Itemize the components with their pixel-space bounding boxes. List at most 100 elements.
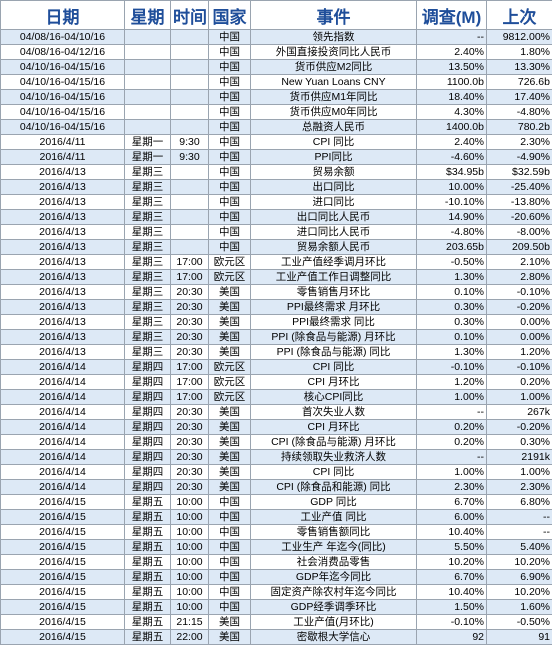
table-row: 04/10/16-04/15/16 中国 New Yuan Loans CNY 110… — [0, 74, 552, 90]
cell-weekday: 星期四 — [124, 449, 171, 465]
table-row: 2016/4/15 星期五 10:00 中国 工业生产 年迄今(同比) 5.50% 5.40… — [0, 539, 552, 555]
cell-time: 10:00 — [170, 599, 209, 615]
cell-date: 2016/4/13 — [0, 164, 125, 180]
cell-country: 中国 — [208, 539, 251, 555]
cell-survey: 0.30% — [416, 299, 487, 315]
cell-prior: 0.30% — [486, 434, 552, 450]
cell-weekday: 星期五 — [124, 509, 171, 525]
cell-time: 17:00 — [170, 359, 209, 375]
cell-date: 2016/4/15 — [0, 629, 125, 645]
cell-event: 进口同比人民币 — [250, 224, 417, 240]
cell-weekday — [124, 59, 171, 75]
cell-prior: 6.80% — [486, 494, 552, 510]
cell-survey: 0.10% — [416, 329, 487, 345]
cell-weekday: 星期四 — [124, 434, 171, 450]
cell-prior: -0.10% — [486, 359, 552, 375]
cell-prior: 6.90% — [486, 569, 552, 585]
cell-survey: -4.80% — [416, 224, 487, 240]
cell-time: 20:30 — [170, 329, 209, 345]
cell-weekday: 星期四 — [124, 374, 171, 390]
cell-country: 中国 — [208, 74, 251, 90]
cell-country: 美国 — [208, 329, 251, 345]
cell-survey: 0.30% — [416, 314, 487, 330]
cell-event: 工业产值 同比 — [250, 509, 417, 525]
cell-time — [170, 59, 209, 75]
cell-country: 中国 — [208, 509, 251, 525]
cell-time: 9:30 — [170, 134, 209, 150]
cell-time — [170, 179, 209, 195]
header-event: 事件 — [250, 0, 417, 30]
table-row: 2016/4/14 星期四 17:00 欧元区 CPI 同比 -0.10% -0.10% — [0, 359, 552, 375]
cell-country: 中国 — [208, 89, 251, 105]
cell-time: 20:30 — [170, 284, 209, 300]
cell-time: 10:00 — [170, 524, 209, 540]
cell-country: 中国 — [208, 584, 251, 600]
cell-date: 2016/4/15 — [0, 569, 125, 585]
cell-date: 04/10/16-04/15/16 — [0, 119, 125, 135]
table-row: 2016/4/14 星期四 17:00 欧元区 核心CPI同比 1.00% 1.00% — [0, 389, 552, 405]
table-row: 2016/4/11 星期一 9:30 中国 PPI同比 -4.60% -4.90% — [0, 149, 552, 165]
cell-weekday: 星期四 — [124, 419, 171, 435]
table-row: 2016/4/14 星期四 20:30 美国 持续领取失业救济人数 -- 2191k — [0, 449, 552, 465]
cell-weekday: 星期五 — [124, 584, 171, 600]
cell-prior: 2.30% — [486, 479, 552, 495]
cell-date: 04/08/16-04/12/16 — [0, 44, 125, 60]
cell-country: 欧元区 — [208, 359, 251, 375]
cell-time — [170, 44, 209, 60]
cell-weekday: 星期五 — [124, 614, 171, 630]
cell-weekday: 星期四 — [124, 389, 171, 405]
header-prior: 上次 — [486, 0, 552, 30]
cell-country: 美国 — [208, 344, 251, 360]
table-row: 2016/4/14 星期四 20:30 美国 CPI (除食品和能源) 同比 2.30% 2… — [0, 479, 552, 495]
cell-time — [170, 104, 209, 120]
cell-weekday: 星期四 — [124, 464, 171, 480]
cell-country: 中国 — [208, 119, 251, 135]
cell-date: 2016/4/14 — [0, 419, 125, 435]
cell-event: 外国直接投资同比人民币 — [250, 44, 417, 60]
cell-survey: 13.50% — [416, 59, 487, 75]
cell-weekday: 星期三 — [124, 329, 171, 345]
cell-weekday: 星期一 — [124, 134, 171, 150]
table-row: 04/08/16-04/10/16 中国 领先指数 -- 9812.00% — [0, 29, 552, 45]
cell-country: 美国 — [208, 284, 251, 300]
cell-prior: -4.90% — [486, 149, 552, 165]
cell-date: 2016/4/13 — [0, 209, 125, 225]
cell-date: 2016/4/15 — [0, 539, 125, 555]
header-weekday: 星期 — [124, 0, 171, 30]
table-row: 2016/4/14 星期四 20:30 美国 CPI (除食品与能源) 月环比 0.20%… — [0, 434, 552, 450]
cell-country: 美国 — [208, 404, 251, 420]
cell-prior: 2191k — [486, 449, 552, 465]
table-row: 04/10/16-04/15/16 中国 总融资人民币 1400.0b 780.2b — [0, 119, 552, 135]
cell-survey: 203.65b — [416, 239, 487, 255]
cell-survey: -- — [416, 449, 487, 465]
cell-date: 2016/4/15 — [0, 509, 125, 525]
cell-time: 10:00 — [170, 569, 209, 585]
cell-time — [170, 239, 209, 255]
cell-prior: 13.30% — [486, 59, 552, 75]
cell-country: 美国 — [208, 419, 251, 435]
cell-event: CPI (除食品与能源) 月环比 — [250, 434, 417, 450]
cell-time — [170, 224, 209, 240]
cell-survey: 0.20% — [416, 419, 487, 435]
cell-prior: -25.40% — [486, 179, 552, 195]
cell-survey: 10.40% — [416, 524, 487, 540]
cell-date: 2016/4/14 — [0, 479, 125, 495]
cell-survey: 1.30% — [416, 344, 487, 360]
cell-date: 2016/4/13 — [0, 329, 125, 345]
cell-survey: 6.70% — [416, 569, 487, 585]
cell-date: 2016/4/14 — [0, 359, 125, 375]
cell-country: 欧元区 — [208, 389, 251, 405]
table-row: 2016/4/14 星期四 17:00 欧元区 CPI 月环比 1.20% 0.20% — [0, 374, 552, 390]
cell-country: 中国 — [208, 29, 251, 45]
cell-country: 中国 — [208, 104, 251, 120]
economic-calendar-table: 日期 星期 时间 国家 事件 调查(M) 上次 04/08/16-04/10/1… — [0, 0, 552, 645]
table-row: 04/08/16-04/12/16 中国 外国直接投资同比人民币 2.40% 1.80% — [0, 44, 552, 60]
cell-prior: 2.30% — [486, 134, 552, 150]
cell-time — [170, 119, 209, 135]
cell-event: 核心CPI同比 — [250, 389, 417, 405]
cell-event: PPI (除食品与能源) 月环比 — [250, 329, 417, 345]
cell-event: 工业产值(月环比) — [250, 614, 417, 630]
table-row: 2016/4/13 星期三 中国 出口同比人民币 14.90% -20.60% — [0, 209, 552, 225]
cell-country: 中国 — [208, 134, 251, 150]
cell-event: 进口同比 — [250, 194, 417, 210]
